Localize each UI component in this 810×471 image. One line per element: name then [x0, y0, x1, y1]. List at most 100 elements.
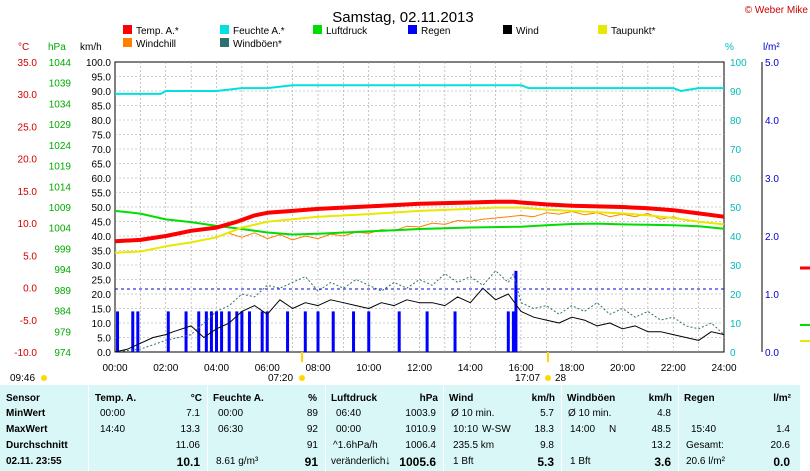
rain-bar: [204, 311, 208, 352]
row-label: MinWert: [6, 408, 46, 419]
wind-max-value: 18.3: [534, 424, 554, 435]
legend-label: Feuchte A.*: [233, 26, 285, 37]
header-rain-unit: l/m²: [773, 393, 791, 404]
temp-current-value: 10.1: [176, 455, 200, 469]
rain-bar: [511, 311, 515, 352]
wind-beaufort: 1 Bft: [453, 456, 474, 467]
col-divider: [678, 385, 679, 471]
legend-swatch: [598, 25, 607, 34]
gust-min-time: Ø 10 min.: [568, 408, 612, 419]
hum-tick-label: 90: [730, 87, 742, 98]
wind-tick-label: 5.0: [97, 334, 111, 345]
header-hum-unit: %: [308, 393, 317, 404]
press-tick-label: 984: [54, 307, 71, 318]
rain-bar: [425, 311, 429, 352]
header-wind: Wind: [449, 393, 474, 404]
press-tick-label: 1019: [49, 162, 72, 173]
press-min-value: 1003.9: [405, 408, 436, 419]
hum-min-value: 89: [306, 408, 318, 419]
temp-unit-label: °C: [18, 42, 29, 53]
col-divider: [561, 385, 562, 471]
wind-min-value: 5.7: [540, 408, 554, 419]
wind-tick-label: 15.0: [92, 305, 112, 316]
temp-min-time: 00:00: [100, 408, 126, 419]
legend-label: Windböen*: [233, 39, 282, 50]
hum-tick-label: 60: [730, 174, 742, 185]
legend-item: Taupunkt*: [598, 25, 656, 37]
gust-max-direction: N: [609, 424, 617, 435]
press-tick-label: 999: [54, 244, 71, 255]
rain-bar: [184, 311, 188, 352]
legend-swatch: [503, 25, 512, 34]
press-tick-label: 1034: [49, 99, 72, 110]
chart-legend: Temp. A.* Feuchte A.* Luftdruck Regen Wind Ta…: [123, 25, 656, 50]
rain-bar: [227, 311, 231, 352]
press-down-arrow-icon: ↓: [385, 453, 391, 467]
header-press: Luftdruck: [331, 393, 378, 404]
rain-bar: [331, 311, 335, 352]
series-line-taupunkt: [114, 206, 725, 254]
wind-max-direction: W-SW: [482, 424, 511, 435]
x-tick-label: 06:00: [255, 363, 280, 374]
sunset-label: 17:07: [515, 373, 540, 384]
wind-tick-label: 100.0: [86, 58, 111, 69]
legend-item: Windböen*: [220, 38, 282, 50]
rain-bar: [247, 311, 251, 352]
legend-label: Luftdruck: [326, 26, 368, 37]
legend-label: Windchill: [136, 39, 176, 50]
wind-tick-label: 70.0: [92, 145, 112, 156]
gust-avg-value: 13.2: [651, 440, 671, 451]
rain-bar: [240, 311, 244, 352]
rain-unit-label: l/m²: [763, 42, 780, 53]
hum-avg-value: 91: [306, 440, 318, 451]
x-tick-label: 24:00: [711, 363, 736, 374]
press-unit-label: hPa: [48, 42, 66, 53]
wind-tick-label: 35.0: [92, 247, 112, 258]
wind-tick-label: 30.0: [92, 261, 112, 272]
x-tick-label: 18:00: [559, 363, 584, 374]
header-rain: Regen: [684, 393, 715, 404]
press-tick-label: 1039: [49, 79, 72, 90]
wind-tick-label: 50.0: [92, 203, 112, 214]
col-divider: [325, 385, 326, 471]
col-divider: [207, 385, 208, 471]
temp-tick-label: 30.0: [18, 90, 38, 101]
press-max-value: 1010.9: [405, 424, 436, 435]
wind-tick-label: 90.0: [92, 87, 112, 98]
wind-tick-label: 85.0: [92, 102, 112, 113]
rain-bar: [265, 311, 269, 352]
legend-swatch: [123, 38, 132, 47]
header-temp: Temp. A.: [95, 393, 137, 404]
col-divider: [443, 385, 444, 471]
right-edge-fragment: [800, 266, 810, 342]
rain-bar: [215, 311, 218, 352]
wind-tick-label: 95.0: [92, 73, 112, 84]
press-avg-value: 1006.4: [405, 440, 436, 451]
press-forecast: veränderlich: [331, 456, 386, 467]
hum-tick-label: 100: [730, 58, 747, 69]
statistics-table: Sensor Temp. A. °C Feuchte A. % Luftdruc…: [0, 385, 800, 471]
press-trend: ^1.6hPa/h: [333, 440, 378, 451]
chart-series: [114, 84, 725, 353]
legend-item: Luftdruck: [313, 25, 368, 37]
rain-max-time: 15:40: [691, 424, 717, 435]
sun-markers: 09:46 07:20 17:07 28: [10, 352, 567, 384]
press-current-value: 1005.6: [399, 455, 436, 469]
legend-item: Regen: [408, 25, 450, 37]
wind-min-time: Ø 10 min.: [451, 408, 495, 419]
rain-current-value: 0.0: [773, 455, 790, 469]
gust-min-value: 4.8: [657, 408, 671, 419]
row-label: MaxWert: [6, 424, 48, 435]
hum-max-value: 92: [306, 424, 318, 435]
temp-tick-label: -10.0: [14, 348, 37, 359]
header-sensor: Sensor: [6, 393, 40, 404]
x-tick-label: 16:00: [508, 363, 533, 374]
rain-bar: [453, 311, 457, 352]
rain-tick-label: 3.0: [765, 174, 779, 185]
temp-tick-label: 35.0: [18, 58, 38, 69]
rain-tick-label: 4.0: [765, 116, 779, 127]
wind-tick-label: 25.0: [92, 276, 112, 287]
wind-tick-label: 10.0: [92, 319, 112, 330]
wind-tick-label: 0.0: [97, 348, 111, 359]
press-max-time: 00:00: [336, 424, 362, 435]
